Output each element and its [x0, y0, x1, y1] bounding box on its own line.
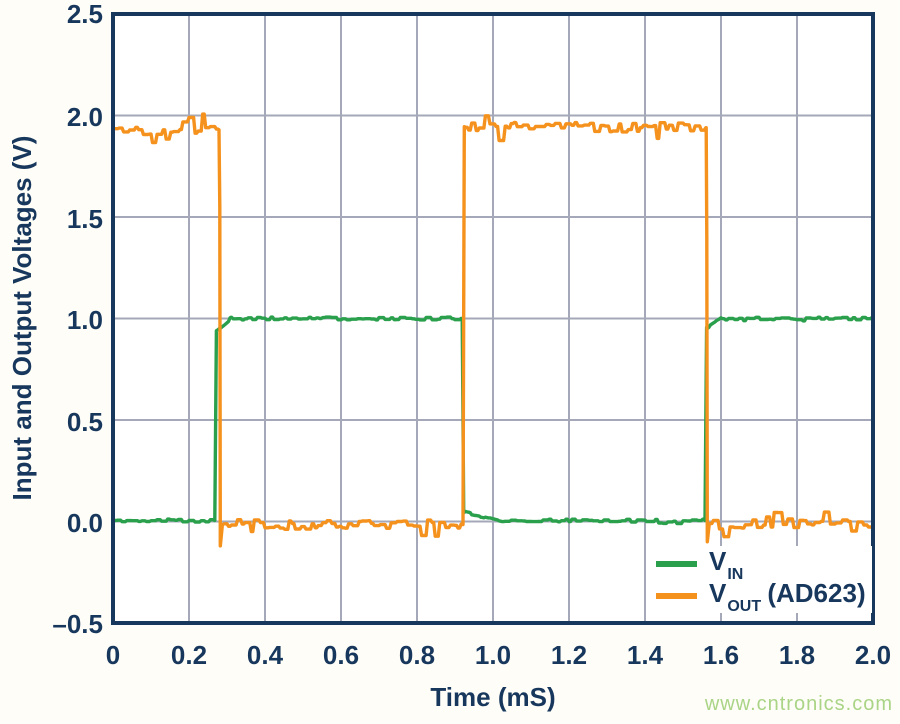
x-tick-label: 0.8 — [398, 640, 436, 670]
x-axis-title: Time (mS) — [430, 682, 556, 712]
x-tick-label: 0.2 — [170, 640, 208, 670]
x-tick-label: 0.4 — [246, 640, 284, 670]
vout-line-swatch — [656, 592, 697, 599]
y-axis-title: Input and Output Voltages (V) — [7, 135, 37, 501]
y-tick-label: 2.5 — [66, 0, 103, 29]
x-tick-label: 2.0 — [854, 640, 892, 670]
x-tick-label: 1.2 — [550, 640, 588, 670]
y-tick-label: 1.5 — [66, 204, 103, 234]
plot-frame — [111, 12, 875, 625]
x-tick-label: 0.6 — [322, 640, 360, 670]
x-tick-label: 1.8 — [778, 640, 816, 670]
x-tick-label: 1.6 — [702, 640, 740, 670]
y-tick-label: 0.5 — [66, 407, 103, 437]
y-tick-label: 2.0 — [66, 102, 103, 132]
trace-vin — [112, 315, 874, 526]
legend-item-vout: VOUT (AD623) — [649, 577, 872, 616]
legend-item-vin: VIN — [649, 545, 872, 584]
y-tick-label: 1.0 — [66, 305, 103, 335]
x-tick-label: 0 — [105, 640, 121, 670]
x-tick-label: 1.0 — [474, 640, 512, 670]
legend-label-vout: VOUT (AD623) — [709, 577, 866, 616]
watermark: www.cntronics.com — [704, 693, 893, 715]
legend: VIN VOUT (AD623) — [649, 545, 872, 616]
legend-label-vin: VIN — [709, 545, 744, 584]
y-tick-label: –0.5 — [52, 609, 103, 639]
trace-vout-ad623 — [112, 112, 875, 548]
vin-line-swatch — [656, 560, 697, 567]
x-tick-label: 1.4 — [626, 640, 664, 670]
y-tick-label: 0.0 — [66, 508, 103, 538]
